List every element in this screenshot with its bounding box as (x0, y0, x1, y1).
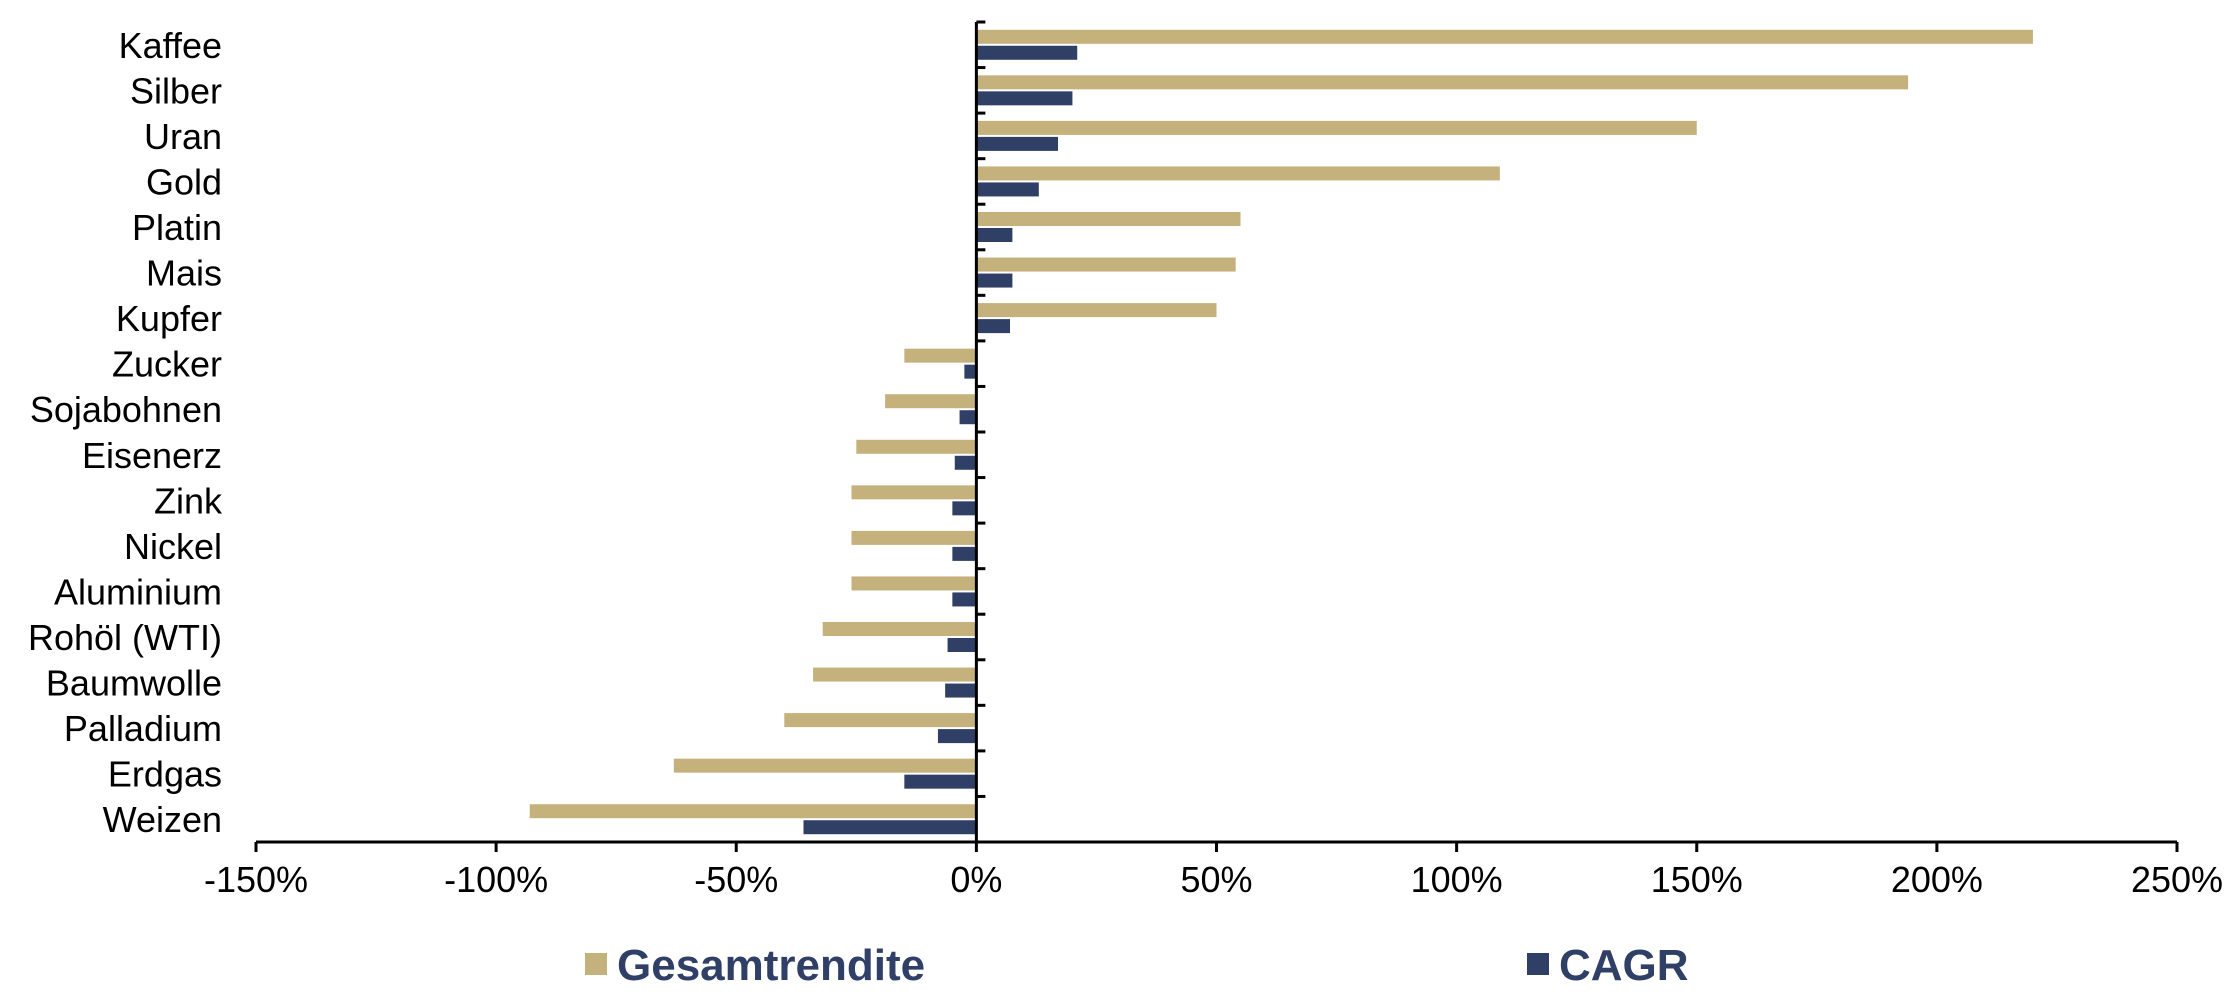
bar-gesamtrendite (822, 622, 977, 636)
category-label: Silber (130, 70, 222, 111)
category-label: Palladium (64, 708, 222, 749)
bar-cagr (952, 592, 977, 607)
bar-gesamtrendite (851, 530, 977, 545)
category-label: Zucker (112, 344, 222, 385)
bar-gesamtrendite (976, 303, 1217, 318)
bar-gesamtrendite (976, 257, 1236, 272)
bar-gesamtrendite (851, 576, 977, 591)
x-tick-labels: -150% -100% -50% 0% 50% 100% 150% 200% 250% (204, 859, 2223, 900)
legend-swatch-cagr (1527, 953, 1549, 975)
bar-cagr (976, 136, 1059, 151)
category-label: Kaffee (119, 25, 222, 66)
legend-label-cagr: CAGR (1559, 941, 1689, 990)
x-tick-label: -50% (694, 859, 778, 900)
category-label: Sojabohnen (30, 389, 222, 430)
x-tick-label: 200% (1891, 859, 1983, 900)
category-label: Gold (146, 161, 222, 202)
bar-gesamtrendite (976, 120, 1697, 135)
x-tick-label: 150% (1651, 859, 1743, 900)
x-tick-label: 0% (950, 859, 1002, 900)
bar-cagr (976, 273, 1013, 288)
bar-gesamtrendite (529, 804, 977, 819)
bar-cagr (945, 683, 977, 698)
bar-cagr (803, 820, 977, 835)
bar-gesamtrendite (885, 394, 977, 409)
bar-gesamtrendite (904, 348, 977, 363)
x-tick-label: -100% (444, 859, 548, 900)
bar-cagr (952, 546, 977, 561)
bar-gesamtrendite (976, 29, 2033, 44)
category-label: Mais (146, 253, 222, 294)
bar-gesamtrendite (813, 667, 977, 682)
bar-cagr (954, 455, 977, 470)
bar-cagr (947, 638, 977, 652)
bar-gesamtrendite (976, 166, 1500, 181)
category-label: Eisenerz (82, 435, 222, 476)
category-label: Kupfer (116, 298, 222, 339)
x-tick-label: -150% (204, 859, 308, 900)
bars-group (529, 29, 2033, 835)
category-label: Rohöl (WTI) (28, 617, 222, 658)
bar-cagr (952, 501, 977, 516)
bar-gesamtrendite (976, 75, 1909, 90)
bar-gesamtrendite (856, 439, 977, 454)
legend-swatch-gesamtrendite (585, 953, 607, 975)
category-label: Nickel (124, 526, 222, 567)
category-label: Weizen (103, 799, 222, 840)
category-label: Aluminium (54, 571, 222, 612)
category-label: Erdgas (108, 754, 222, 795)
bar-cagr (976, 45, 1078, 60)
x-tick-label: 100% (1411, 859, 1503, 900)
x-tick-label: 250% (2131, 859, 2223, 900)
bar-cagr (976, 91, 1073, 106)
category-label: Uran (144, 116, 222, 157)
category-label: Zink (154, 480, 223, 521)
bar-cagr (976, 319, 1010, 334)
bar-cagr (904, 774, 977, 789)
bar-gesamtrendite (784, 713, 977, 728)
legend: Gesamtrendite CAGR (585, 941, 1689, 990)
bar-cagr (976, 228, 1013, 242)
legend-label-gesamtrendite: Gesamtrendite (617, 941, 925, 990)
bar-cagr (964, 364, 977, 379)
bar-gesamtrendite (851, 485, 977, 500)
category-label: Baumwolle (46, 663, 222, 704)
bar-cagr (959, 410, 977, 425)
axes-group (254, 20, 2179, 852)
category-label: Platin (132, 207, 222, 248)
x-tick-label: 50% (1180, 859, 1252, 900)
bar-gesamtrendite (976, 212, 1241, 226)
bar-cagr (937, 729, 977, 744)
bar-cagr (976, 182, 1039, 197)
bar-gesamtrendite (673, 758, 977, 773)
